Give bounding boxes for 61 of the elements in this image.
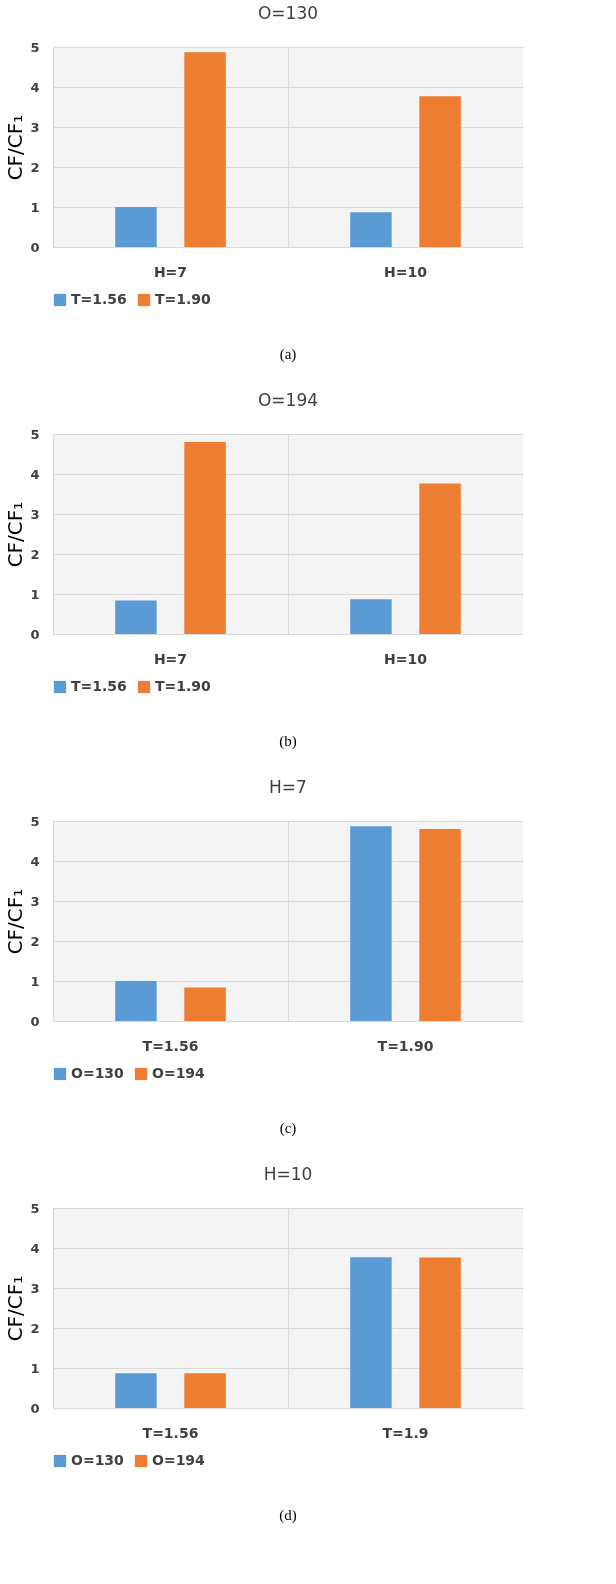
chart-title: H=10: [263, 1164, 313, 1184]
y-axis-title: CF/CF₁: [3, 114, 28, 181]
y-tick-label: 4: [30, 466, 40, 482]
y-axis-title: CF/CF₁: [3, 501, 28, 568]
text: (d): [279, 1507, 297, 1524]
y-tick-label: 5: [30, 426, 40, 442]
chart-title: O=130: [257, 3, 319, 23]
bar: [184, 987, 226, 1021]
legend-label: T=1.56: [71, 678, 127, 694]
y-tick-label: 4: [30, 853, 40, 869]
bar: [350, 212, 392, 247]
y-tick-label: 5: [30, 813, 40, 829]
legend-label: O=130: [71, 1452, 125, 1468]
legend-label: O=130: [71, 1065, 125, 1081]
y-tick-label: 2: [30, 1320, 40, 1336]
legend-label: O=194: [152, 1452, 206, 1468]
bar: [184, 442, 226, 634]
y-tick-label: 4: [30, 79, 40, 95]
y-axis-title: CF/CF₁: [3, 888, 28, 955]
y-tick-label: 2: [30, 933, 40, 949]
legend-label: T=1.90: [155, 291, 212, 307]
y-tick-label: 4: [30, 1240, 40, 1256]
y-tick-label: 0: [30, 239, 40, 255]
bar: [115, 207, 157, 247]
text: (a): [279, 346, 297, 363]
y-tick-label: 1: [30, 586, 40, 602]
legend-label: T=1.56: [71, 291, 127, 307]
y-tick-label: 3: [30, 119, 40, 135]
chart-title: O=194: [257, 390, 319, 410]
chart-title: H=7: [269, 777, 307, 797]
bar: [419, 1257, 461, 1408]
y-tick-label: 3: [30, 506, 40, 522]
y-tick-label: 1: [30, 973, 40, 989]
x-tick-label: T=1.9: [382, 1424, 429, 1441]
text: (c): [279, 1120, 297, 1137]
y-tick-label: 2: [30, 546, 40, 562]
y-tick-label: 2: [30, 159, 40, 175]
legend-label: T=1.90: [155, 678, 212, 694]
y-tick-label: 3: [30, 893, 40, 909]
bar: [115, 981, 157, 1021]
bar: [419, 96, 461, 247]
bar: [184, 1373, 226, 1408]
bar: [115, 600, 157, 634]
bar: [419, 483, 461, 634]
y-tick-label: 1: [30, 199, 40, 215]
y-tick-label: 0: [30, 626, 40, 642]
y-axis-title: CF/CF₁: [3, 1275, 28, 1342]
bar: [419, 829, 461, 1021]
bar: [184, 52, 226, 247]
bar: [350, 826, 392, 1021]
bar: [115, 1373, 157, 1408]
bar: [350, 599, 392, 634]
y-tick-label: 0: [30, 1400, 40, 1416]
y-tick-label: 3: [30, 1280, 40, 1296]
y-tick-label: 1: [30, 1360, 40, 1376]
bar: [350, 1257, 392, 1408]
y-tick-label: 5: [30, 39, 40, 55]
y-tick-label: 5: [30, 1200, 40, 1216]
text: (b): [279, 733, 297, 750]
legend-label: O=194: [152, 1065, 206, 1081]
y-tick-label: 0: [30, 1013, 40, 1029]
